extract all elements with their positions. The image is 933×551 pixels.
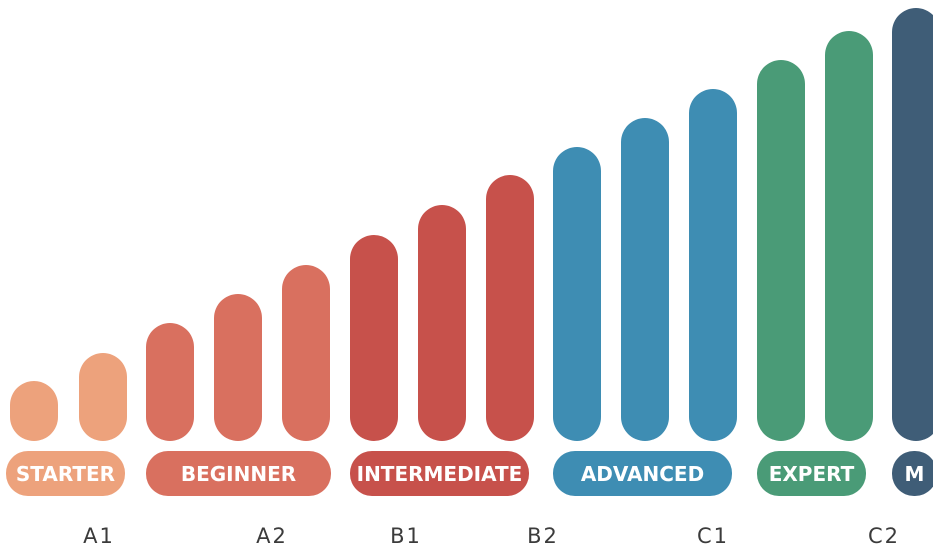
stage-label-expert: EXPERT [757,451,866,496]
cefr-level-c1: C1 [696,524,730,548]
level-bar-expert [825,31,873,441]
stage-label-beginner: BEGINNER [146,451,331,496]
level-bar-beginner [282,265,330,441]
stage-label-starter: STARTER [6,451,125,496]
level-bar-starter [10,381,58,441]
level-bar-intermediate [486,175,534,441]
stage-label-intermediate: INTERMEDIATE [350,451,529,496]
cefr-level-c2: C2 [867,524,901,548]
stage-label-advanced: ADVANCED [553,451,732,496]
level-bar-intermediate [418,205,466,441]
level-bar-expert [757,60,805,441]
level-bar-advanced [689,89,737,441]
level-bar-m [892,8,933,441]
level-bar-advanced [553,147,601,441]
level-bar-intermediate [350,235,398,441]
cefr-level-b1: B1 [390,524,422,548]
cefr-level-a2: A2 [256,524,288,548]
level-bar-beginner [146,323,194,441]
stage-label-m: M [892,451,933,496]
cefr-level-a1: A1 [83,524,115,548]
cefr-level-b2: B2 [527,524,559,548]
level-bar-starter [79,353,127,441]
level-bar-advanced [621,118,669,441]
level-bar-beginner [214,294,262,441]
